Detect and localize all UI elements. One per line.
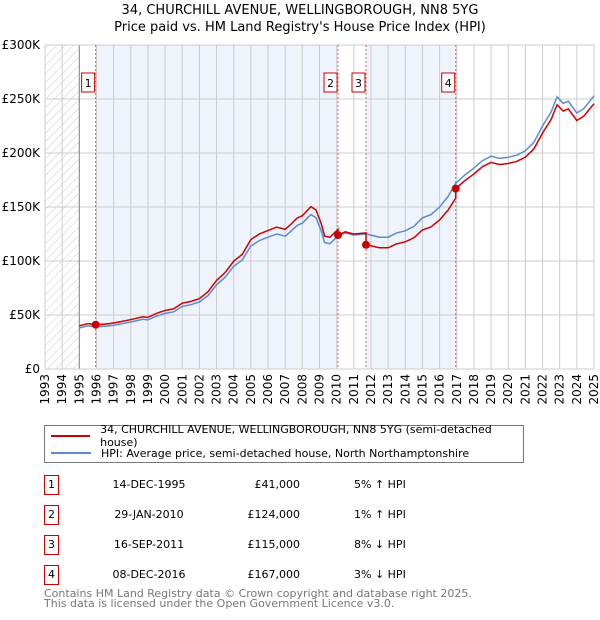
y-tick-label: £200K [2, 146, 42, 160]
sale-label-number: 3 [355, 77, 362, 90]
sale-point [451, 184, 460, 193]
price-chart: 1993 1994 1995 1996 1997 1998 1999 2000 2001 2002… [2, 38, 600, 405]
x-tick-label: 2013 [381, 374, 395, 405]
x-tick-label: 1994 [55, 374, 69, 405]
x-tick-label: 2002 [192, 374, 206, 405]
sale-label-box [323, 72, 338, 93]
x-tick-label: 2000 [158, 374, 172, 405]
x-tick-label: 2016 [433, 374, 447, 405]
sale-row: 2 29-JAN-2010 £124,000 1% ↑ HPI [44, 505, 444, 525]
footer: Contains HM Land Registry data © Crown c… [44, 587, 472, 610]
sale-number: 3 [44, 535, 59, 555]
x-tick-label: 2007 [278, 374, 292, 405]
x-tick-label: 2005 [244, 374, 258, 405]
sale-price: £41,000 [254, 478, 301, 491]
sale-label-box [441, 72, 456, 93]
sale-date: 14-DEC-1995 [112, 478, 186, 491]
x-tick-label: 1996 [89, 374, 103, 405]
legend-label-property: 34, CHURCHILL AVENUE, WELLINGBOROUGH, NN… [100, 423, 492, 449]
legend-swatch-property [51, 435, 91, 437]
x-tick-label: 2019 [484, 374, 498, 405]
hpi-line [79, 95, 595, 329]
x-tick-label: 2014 [398, 374, 412, 405]
y-tick-label: £0 [25, 362, 40, 376]
y-tick-label: £150K [2, 200, 42, 214]
sale-point [91, 320, 100, 329]
x-tick-label: 2024 [570, 374, 584, 405]
x-tick-label: 2006 [261, 374, 275, 405]
sale-number: 4 [44, 565, 59, 585]
x-tick-label: 1997 [107, 374, 121, 405]
sale-price: £167,000 [247, 568, 301, 581]
x-tick-label: 2018 [467, 374, 481, 405]
sale-label-number: 4 [445, 77, 452, 90]
sale-date: 16-SEP-2011 [113, 538, 185, 551]
sale-number: 2 [44, 505, 59, 525]
sale-label-number: 2 [327, 77, 334, 90]
sale-point [334, 231, 343, 240]
x-tick-label: 2020 [501, 374, 515, 405]
sale-row: 1 14-DEC-1995 £41,000 5% ↑ HPI [44, 475, 444, 495]
sale-date: 08-DEC-2016 [112, 568, 186, 581]
sale-hpi-diff: 8% ↓ HPI [354, 538, 406, 551]
sale-price: £124,000 [247, 508, 301, 521]
sale-label-box [351, 72, 366, 93]
x-tick-label: 2010 [330, 374, 344, 405]
y-tick-label: £250K [2, 92, 42, 106]
x-tick-label: 2004 [227, 374, 241, 405]
sale-row: 3 16-SEP-2011 £115,000 8% ↓ HPI [44, 535, 444, 555]
x-tick-label: 2008 [295, 374, 309, 405]
footer-line-1: Contains HM Land Registry data © Crown c… [44, 587, 472, 600]
sale-date: 29-JAN-2010 [114, 508, 184, 521]
footer-line-2: This data is licensed under the Open Gov… [44, 597, 395, 610]
x-tick-label: 1993 [38, 374, 52, 405]
x-tick-label: 2023 [553, 374, 567, 405]
sale-label-number: 1 [85, 77, 92, 90]
x-tick-label: 2011 [347, 374, 361, 405]
x-tick-label: 2025 [587, 374, 600, 405]
y-tick-label: £50K [9, 308, 41, 322]
x-tick-label: 1999 [141, 374, 155, 405]
x-tick-label: 2001 [175, 374, 189, 405]
legend-swatch-hpi [51, 452, 91, 454]
x-tick-label: 2021 [518, 374, 532, 405]
chart-subtitle: Price paid vs. HM Land Registry's House … [114, 20, 486, 35]
x-tick-label: 1995 [72, 374, 86, 405]
sale-label-box [81, 72, 96, 93]
x-tick-label: 2012 [364, 374, 378, 405]
x-tick-label: 2009 [313, 374, 327, 405]
y-tick-label: £100K [2, 254, 42, 268]
sale-price: £115,000 [247, 538, 301, 551]
legend-item-property: 34, CHURCHILL AVENUE, WELLINGBOROUGH, NN… [51, 423, 523, 449]
x-tick-label: 2022 [536, 374, 550, 405]
chart-title: 34, CHURCHILL AVENUE, WELLINGBOROUGH, NN… [121, 3, 479, 18]
x-tick-label: 2017 [450, 374, 464, 405]
sale-hpi-diff: 3% ↓ HPI [354, 568, 406, 581]
plot-border [44, 44, 595, 370]
sale-hpi-diff: 1% ↑ HPI [354, 508, 406, 521]
x-tick-label: 1998 [124, 374, 138, 405]
sale-hpi-diff: 5% ↑ HPI [354, 478, 406, 491]
legend-label-hpi: HPI: Average price, semi-detached house,… [101, 446, 470, 460]
sale-point [361, 240, 370, 249]
sale-number: 1 [44, 475, 59, 495]
x-tick-label: 2015 [415, 374, 429, 405]
legend-item-hpi: HPI: Average price, semi-detached house,… [51, 446, 469, 460]
sale-row: 4 08-DEC-2016 £167,000 3% ↓ HPI [44, 565, 444, 585]
y-tick-label: £300K [2, 38, 42, 52]
legend: 34, CHURCHILL AVENUE, WELLINGBOROUGH, NN… [44, 423, 524, 463]
x-tick-label: 2003 [210, 374, 224, 405]
